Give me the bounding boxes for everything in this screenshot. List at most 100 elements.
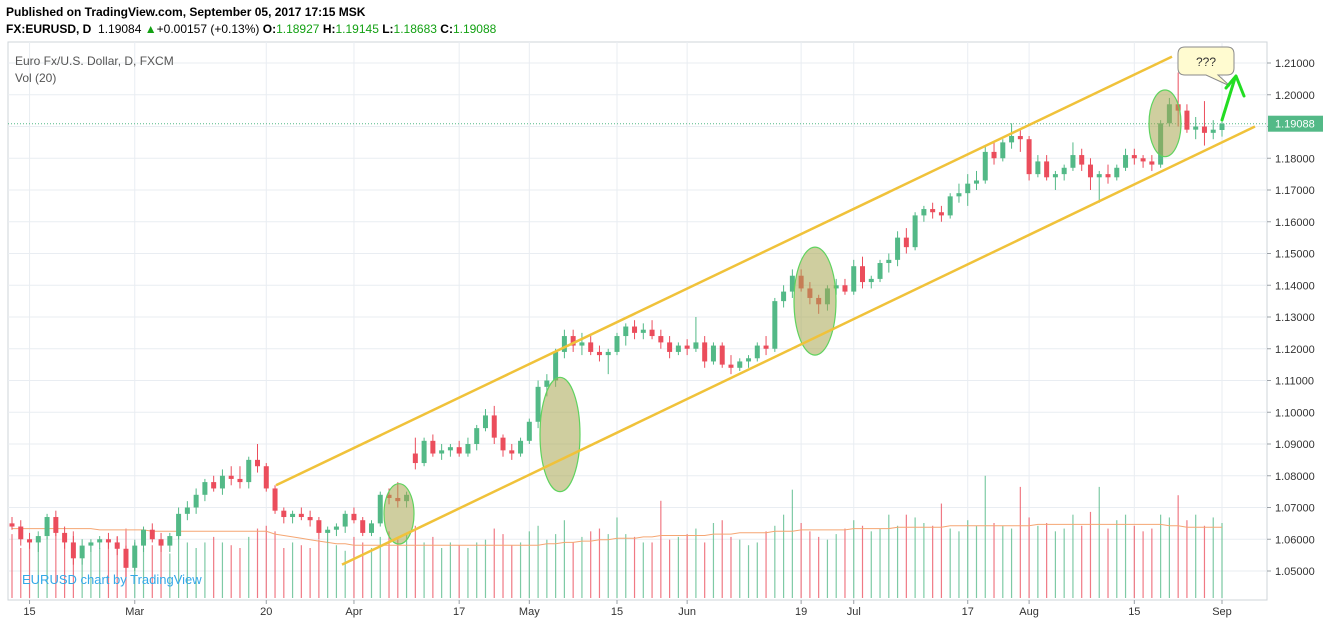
arrow-head [1224,74,1246,98]
candle-body [675,345,681,352]
instrument-title: Euro Fx/U.S. Dollar, D, FXCM [15,54,174,68]
price-channel[interactable] [275,55,1256,566]
candle-body [1123,155,1129,168]
candle-body [1026,139,1032,175]
candle-body [789,275,795,292]
candle-body [211,482,217,489]
candle-body [184,507,190,514]
candle-body [316,520,322,533]
candle-body [930,209,936,213]
candle-body [614,336,620,352]
candle-body [947,196,953,216]
low-value: 1.18683 [393,22,437,36]
y-tick-label: 1.05000 [1275,566,1315,578]
plot-area[interactable] [7,41,1268,601]
candle-body [202,482,208,495]
candle-body [1061,167,1067,175]
candle-body [728,364,734,368]
x-tick-label: Mar [125,606,144,618]
candle-body [377,494,383,524]
time-axis[interactable]: 15 Mar 20 Apr 17 May 15 Jun 19 Jul 17 Aug 15 Sep [23,600,1232,618]
candle-body [912,215,918,248]
candle-body [333,526,339,530]
breakout-ellipse [539,376,581,493]
candle-body [246,459,252,483]
candle-body [1105,174,1111,178]
candle-body [176,513,182,537]
y-tick-label: 1.18000 [1275,153,1315,165]
channel-lower-line[interactable] [341,125,1256,566]
breakout-ellipse [383,483,415,545]
candle-body [1219,123,1225,130]
candle-body [1210,129,1216,133]
open-value: 1.18927 [276,22,320,36]
candle-body [956,193,962,197]
candle-body [474,428,480,444]
candle-body [123,548,129,568]
change-arrow-icon: ▲ [144,22,157,36]
candle-body [255,459,261,467]
candle-body [281,510,287,518]
candle-body [746,358,752,362]
candle-body [1044,161,1050,178]
candle-body [973,180,979,184]
candle-body [921,209,927,216]
candle-body [368,523,374,533]
candle-body [903,237,909,248]
candle-body [79,545,85,559]
x-tick-label: May [519,606,540,618]
channel-upper-line[interactable] [275,55,1173,487]
y-tick-label: 1.14000 [1275,280,1315,292]
candle-body [263,466,269,489]
y-tick-label: 1.12000 [1275,344,1315,356]
candle-body [1017,136,1023,140]
high-label: H: [322,22,336,36]
candle-body [991,151,997,159]
candle-body [518,440,524,454]
candle-body [360,520,366,533]
candle-body [421,440,427,464]
breakout-highlights [383,89,1182,545]
y-tick-label: 1.08000 [1275,471,1315,483]
candle-body [623,326,629,337]
candle-body [342,513,348,527]
last-price-tag-label: 1.19088 [1275,119,1315,131]
y-tick-label: 1.15000 [1275,249,1315,261]
price-axis[interactable]: 1.210001.200001.190001.180001.170001.160… [1267,58,1323,578]
x-tick-label: 15 [1128,606,1140,618]
last-price: 1.19084 [98,22,142,36]
candle-body [53,517,59,533]
candle-body [272,488,278,511]
x-tick-label: 19 [795,606,807,618]
candle-body [114,542,120,549]
candle-body [1087,164,1093,178]
candle-body [570,336,576,346]
x-tick-label: Apr [345,606,362,618]
candle-body [1149,161,1155,165]
candle-body [351,513,357,521]
candle-body [632,326,638,333]
candle-body [640,329,646,333]
y-tick-label: 1.16000 [1275,217,1315,229]
candle-body [27,539,33,543]
candle-body [605,351,611,356]
candle-body [561,336,567,352]
candle-body [781,291,787,302]
candle-body [491,415,497,438]
candle-body [439,450,445,454]
watermark-text: EURUSD chart by TradingView [22,572,202,587]
published-line: Published on TradingView.com, September … [6,5,365,19]
candle-body [1070,155,1076,168]
candle-body [526,421,532,441]
candle-body [219,475,225,489]
y-tick-label: 1.17000 [1275,185,1315,197]
candle-body [851,266,857,292]
callout-text: ??? [1196,55,1216,69]
candle-body [693,342,699,349]
callout-bubble [1177,46,1235,87]
candle-body [710,345,716,362]
candle-body [430,440,436,454]
candle-body [1096,174,1102,178]
candle-body [772,301,778,349]
